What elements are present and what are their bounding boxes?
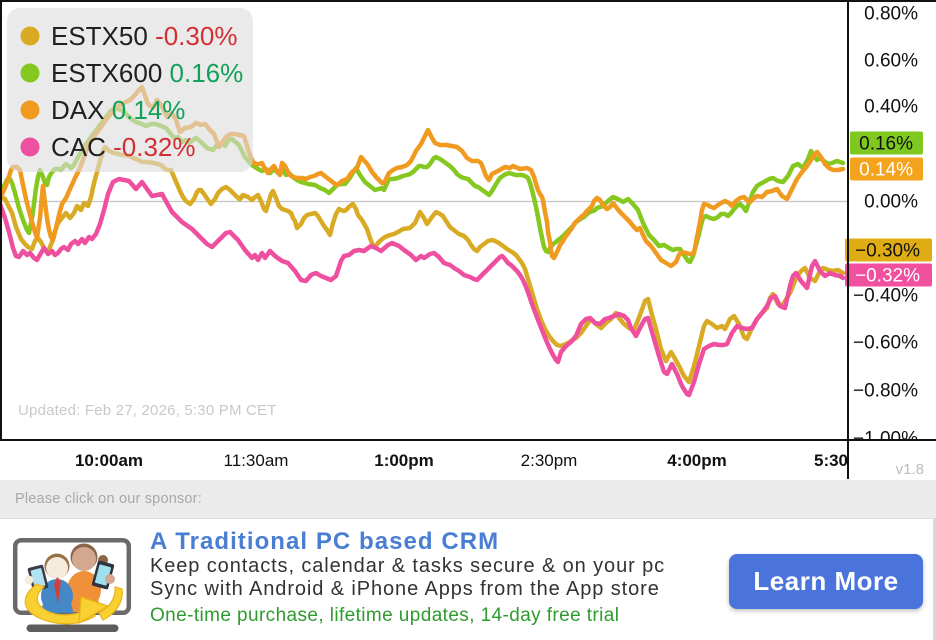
svg-text:ESTX600 0.16%: ESTX600 0.16% [51,58,243,88]
svg-text:10:00am: 10:00am [75,451,143,470]
svg-text:DAX 0.14%: DAX 0.14% [51,95,185,125]
svg-text:11:30am: 11:30am [224,451,289,470]
svg-text:−0.80%: −0.80% [853,381,918,402]
svg-text:5:30: 5:30 [814,451,848,470]
svg-text:1:00pm: 1:00pm [374,451,434,470]
svg-text:0.16%: 0.16% [859,134,913,155]
svg-text:v1.8: v1.8 [896,461,924,478]
svg-text:4:00pm: 4:00pm [667,451,727,470]
svg-text:0.80%: 0.80% [864,4,918,25]
svg-text:Updated: Feb 27, 2026, 5:30 PM: Updated: Feb 27, 2026, 5:30 PM CET [18,402,277,419]
svg-text:0.14%: 0.14% [859,160,913,181]
svg-text:2:30pm: 2:30pm [521,451,578,470]
svg-text:0.40%: 0.40% [864,97,918,118]
svg-text:−0.32%: −0.32% [855,266,920,287]
svg-text:CAC -0.32%: CAC -0.32% [51,132,196,162]
svg-text:0.00%: 0.00% [864,192,918,213]
svg-text:−0.60%: −0.60% [853,333,918,354]
svg-text:ESTX50 -0.30%: ESTX50 -0.30% [51,21,237,51]
svg-text:−0.30%: −0.30% [855,241,920,262]
svg-text:−0.40%: −0.40% [853,286,918,307]
svg-text:0.60%: 0.60% [864,51,918,72]
